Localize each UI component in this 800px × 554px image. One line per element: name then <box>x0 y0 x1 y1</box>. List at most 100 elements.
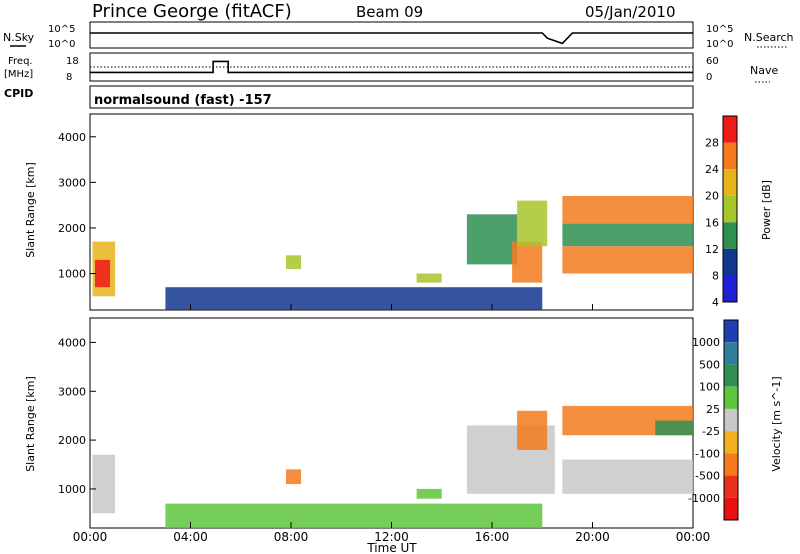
colorbar-swatch <box>724 497 738 520</box>
xtick-label: 20:00 <box>575 530 610 544</box>
freq-tick-high: 18 <box>66 56 79 67</box>
colorbar-tick-label: 16 <box>705 216 719 229</box>
power-ytick-group: 4000 3000 2000 1000 <box>58 131 96 281</box>
nsky-label: N.Sky <box>3 31 35 44</box>
power-ylabel: Slant Range [km] <box>24 162 37 258</box>
power-colorbar-label: Power [dB] <box>760 180 773 240</box>
colorbar-tick-label: -25 <box>702 425 720 438</box>
time-axis-label: Time UT <box>366 541 417 554</box>
colorbar-swatch <box>724 386 738 409</box>
velocity-ytick-group: 4000 3000 2000 1000 <box>58 336 96 496</box>
xtick-label: 04:00 <box>173 530 208 544</box>
xtick-label: 16:00 <box>475 530 510 544</box>
nave-tick-high: 60 <box>706 56 719 67</box>
ytick-label: 4000 <box>58 336 86 349</box>
cpid-label: CPID <box>4 87 33 100</box>
colorbar-frame <box>723 319 739 521</box>
scatter-region <box>562 459 693 494</box>
velocity-ylabel: Slant Range [km] <box>24 376 37 472</box>
nsky-tick-low: 10^0 <box>48 39 75 50</box>
station-title: Prince George (fitACF) <box>92 1 292 22</box>
ytick-label: 2000 <box>58 434 86 447</box>
xtick-label: 12:00 <box>374 530 409 544</box>
colorbar-swatch <box>724 342 738 365</box>
scatter-region <box>165 503 543 528</box>
colorbar-swatch <box>724 431 738 454</box>
colorbar-swatch <box>724 320 738 343</box>
ytick-label: 3000 <box>58 176 86 189</box>
colorbar-swatch <box>723 195 737 223</box>
colorbar-tick-label: 8 <box>712 269 719 282</box>
colorbar-tick-label: 25 <box>706 403 720 416</box>
scatter-region <box>517 200 548 247</box>
colorbar-tick-label: 4 <box>712 296 719 309</box>
scatter-region <box>92 454 116 514</box>
velocity-colorbar: 1000 500 100 25 -25 -100 -500 -1000 <box>688 319 739 521</box>
scatter-region <box>416 488 442 499</box>
cpid-text: normalsound (fast) -157 <box>94 93 272 108</box>
colorbar-tick-label: -100 <box>695 447 720 460</box>
nsky-panel-frame <box>89 21 694 49</box>
power-colorbar: 28 24 20 16 12 8 4 <box>705 115 738 309</box>
ytick-label: 2000 <box>58 222 86 235</box>
scatter-region <box>512 241 543 283</box>
colorbar-swatch <box>723 142 737 170</box>
velocity-region-group <box>92 405 693 528</box>
scatter-region <box>562 223 693 247</box>
xtick-label: 08:00 <box>274 530 309 544</box>
scatter-region <box>655 420 693 436</box>
colorbar-tick-label: 100 <box>699 381 720 394</box>
freq-series-line <box>90 60 693 74</box>
colorbar-swatch <box>724 475 738 498</box>
nsky-tick-high: 10^5 <box>48 24 75 35</box>
colorbar-tick-label: 28 <box>705 137 719 150</box>
scatter-region <box>286 469 302 485</box>
date-label: 05/Jan/2010 <box>585 3 676 21</box>
scatter-region <box>165 287 543 310</box>
scatter-region <box>416 273 442 283</box>
colorbar-tick-label: -500 <box>695 470 720 483</box>
colorbar-tick-label: 500 <box>699 358 720 371</box>
cpid-panel-frame <box>89 85 694 109</box>
scatter-region <box>562 246 693 274</box>
velocity-colorbar-label: Velocity [m s^-1] <box>770 376 783 471</box>
ytick-label: 1000 <box>58 483 86 496</box>
ytick-label: 3000 <box>58 385 86 398</box>
xtick-label: 00:00 <box>676 530 711 544</box>
scatter-region <box>562 196 693 224</box>
colorbar-swatch <box>723 222 737 249</box>
colorbar-tick-label: -1000 <box>688 492 720 505</box>
colorbar-tick-label: 20 <box>705 190 719 203</box>
scatter-region <box>95 259 111 288</box>
beam-label: Beam 09 <box>356 3 423 21</box>
freq-unit-label: [MHz] <box>4 69 33 80</box>
ytick-label: 1000 <box>58 268 86 281</box>
colorbar-swatch <box>724 364 738 387</box>
freq-tick-low: 8 <box>66 72 72 83</box>
time-axis-ticks: 00:00 04:00 08:00 12:00 16:00 20:00 00:00 <box>73 304 711 544</box>
colorbar-swatch <box>723 248 737 276</box>
colorbar-swatch <box>724 453 738 476</box>
colorbar-tick-label: 1000 <box>692 336 720 349</box>
freq-label: Freq. <box>8 56 33 67</box>
ytick-label: 4000 <box>58 131 86 144</box>
nsearch-tick-high: 10^5 <box>706 24 733 35</box>
scatter-region <box>286 255 302 269</box>
nsearch-tick-low: 10^0 <box>706 39 733 50</box>
colorbar-swatch <box>723 169 737 196</box>
colorbar-swatch <box>724 408 738 432</box>
colorbar-swatch <box>723 116 737 143</box>
scatter-region <box>517 410 548 450</box>
nave-label: Nave <box>750 64 778 77</box>
colorbar-swatch <box>723 275 737 302</box>
colorbar-tick-label: 12 <box>705 243 719 256</box>
xtick-label: 00:00 <box>73 530 108 544</box>
nsearch-label: N.Search <box>744 31 794 44</box>
power-region-group <box>92 196 693 310</box>
scatter-region <box>466 214 518 265</box>
nave-tick-low: 0 <box>706 72 712 83</box>
colorbar-frame <box>722 115 738 303</box>
nsky-series-line <box>90 32 693 45</box>
